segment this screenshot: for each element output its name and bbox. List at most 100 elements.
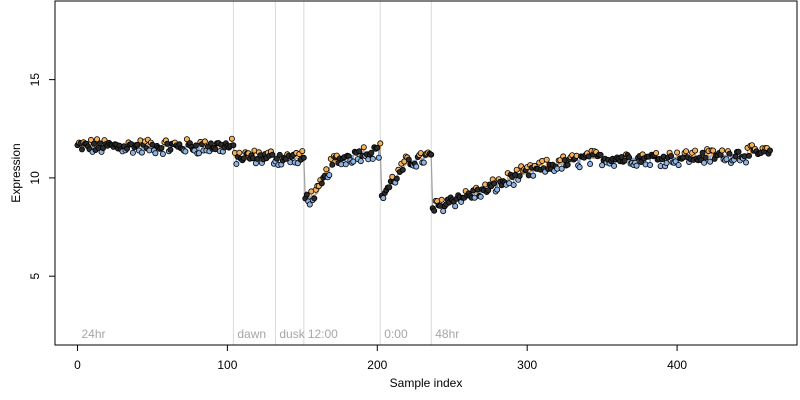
data-point [233, 160, 240, 167]
data-point [743, 159, 750, 166]
data-point [192, 142, 199, 149]
plot-frame [54, 0, 798, 346]
x-tick-label: 100 [217, 358, 237, 372]
data-point [329, 161, 336, 168]
x-axis: 0 100 200 300 400 [74, 345, 687, 372]
data-point [420, 159, 427, 166]
data-point [201, 138, 208, 145]
data-point [356, 148, 363, 155]
data-point [707, 158, 714, 165]
data-point [699, 149, 706, 156]
data-point [269, 151, 276, 158]
data-point [611, 162, 618, 169]
data-point [413, 163, 420, 170]
data-point [94, 136, 101, 143]
data-point [663, 159, 670, 166]
data-point [477, 193, 484, 200]
data-point [386, 184, 393, 191]
data-point [597, 151, 604, 158]
data-point [668, 152, 675, 159]
data-point [543, 156, 550, 163]
data-point [746, 152, 753, 159]
x-tick-label: 300 [517, 358, 537, 372]
data-point [91, 140, 98, 147]
data-point [350, 158, 357, 165]
segment-labels: 24hr dawn dusk 12:00 0:00 48hr [81, 327, 459, 341]
data-point [767, 147, 774, 154]
data-point [587, 160, 594, 167]
data-point [195, 150, 202, 157]
data-point [207, 140, 214, 147]
data-point [318, 180, 325, 187]
data-point [683, 148, 690, 155]
y-axis-label: Expression [9, 143, 23, 202]
data-point [431, 207, 438, 214]
x-tick-label: 200 [367, 358, 387, 372]
data-point [576, 164, 583, 171]
x-tick-label: 0 [74, 358, 81, 372]
data-point [702, 154, 709, 161]
segment-label: 48hr [435, 327, 459, 341]
data-point [368, 149, 375, 156]
x-axis-label: Sample index [390, 376, 463, 390]
data-point [438, 196, 445, 203]
data-point [374, 144, 381, 151]
data-point [494, 186, 501, 193]
data-point [138, 149, 145, 156]
segment-label: dawn [237, 327, 266, 341]
data-point [621, 157, 628, 164]
x-tick-label: 400 [667, 358, 687, 372]
data-point [299, 148, 306, 155]
data-point [342, 161, 349, 168]
data-point [311, 195, 318, 202]
data-point [303, 191, 310, 198]
data-point [167, 146, 174, 153]
segment-label: 12:00 [308, 327, 338, 341]
data-point [97, 140, 104, 147]
segment-label: dusk [279, 327, 305, 341]
data-point [513, 166, 520, 173]
data-point [360, 144, 367, 151]
data-point [530, 172, 537, 179]
data-point [357, 158, 364, 165]
data-point [79, 146, 86, 153]
data-point [440, 208, 447, 215]
y-tick-label: 5 [28, 273, 42, 280]
data-point [491, 180, 498, 187]
data-point [626, 154, 633, 161]
data-point [326, 172, 333, 179]
data-point [375, 154, 382, 161]
data-point [428, 151, 435, 158]
data-point [719, 147, 726, 154]
data-point [380, 195, 387, 202]
data-point [323, 166, 330, 173]
data-point [300, 154, 307, 161]
segment-label: 24hr [81, 327, 105, 341]
data-point [236, 149, 243, 156]
data-point [735, 148, 742, 155]
segment-label: 0:00 [384, 327, 408, 341]
data-point [228, 135, 235, 142]
data-point [452, 203, 459, 210]
data-point [159, 150, 166, 157]
data-point [399, 166, 406, 173]
data-point [558, 165, 565, 172]
data-point [633, 162, 640, 169]
data-point [240, 155, 247, 162]
y-tick-label: 10 [28, 171, 42, 185]
data-point [510, 181, 517, 188]
data-point [723, 156, 730, 163]
data-point [710, 147, 717, 154]
data-point [647, 161, 654, 168]
y-axis: 5 10 15 [28, 73, 55, 280]
data-point [306, 201, 313, 208]
data-point [564, 161, 571, 168]
data-point [485, 187, 492, 194]
data-point [369, 155, 376, 162]
data-point [158, 144, 165, 151]
data-point [129, 149, 136, 156]
data-point [726, 150, 733, 157]
data-point [674, 149, 681, 156]
